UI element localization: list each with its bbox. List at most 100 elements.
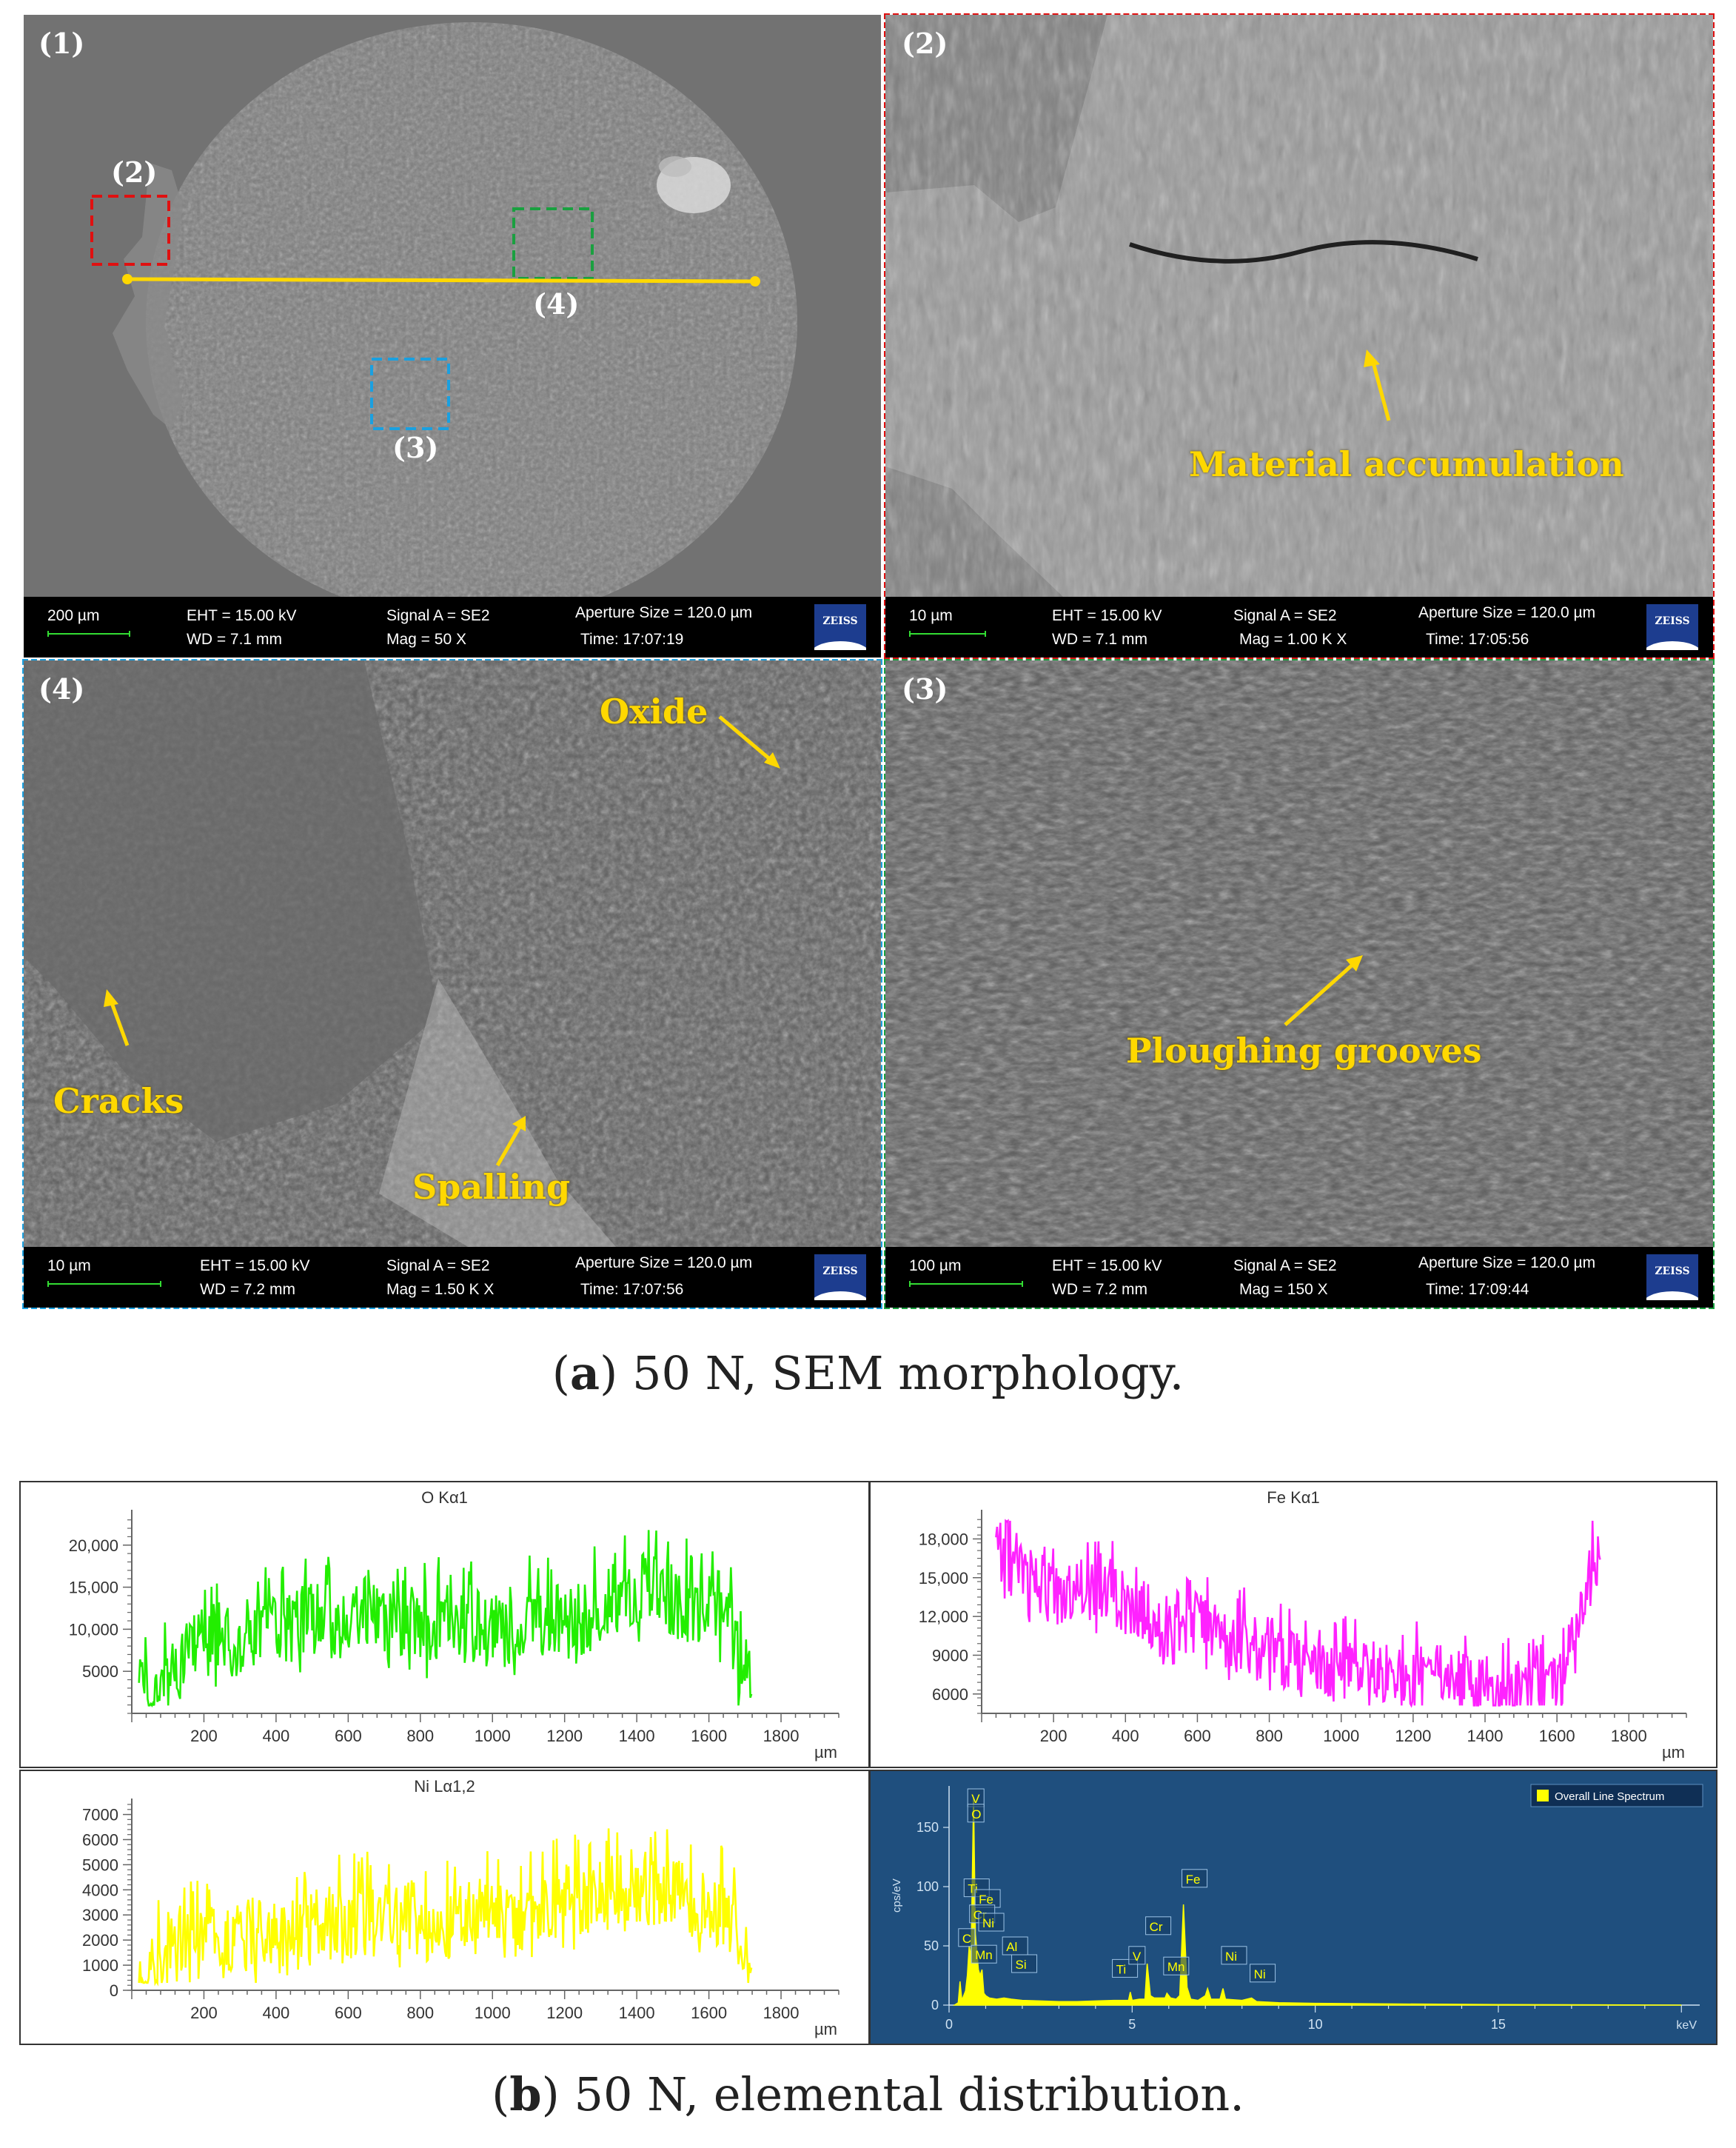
y-tick-label: 3000 (82, 1906, 118, 1924)
scan-end-point (750, 276, 760, 287)
caption-b-letter: b (509, 2067, 542, 2121)
sem-panel-1: (1) (2) (4) (3) 200 µm EHT = 15.00 kV WD… (24, 15, 881, 658)
sem-panel-3-overlay (1284, 955, 1363, 1026)
signal-text: Signal A = SE2 (1233, 1257, 1337, 1274)
region-label-4: (4) (533, 287, 580, 321)
sem-panel-2-overlay (1364, 349, 1391, 421)
annotation-material-accumulation: Material accumulation (1189, 444, 1624, 484)
eht-text: EHT = 15.00 kV (200, 1257, 310, 1274)
svg-text:Al: Al (1006, 1940, 1017, 1954)
x-tick-label: 1800 (763, 2004, 800, 2022)
svg-text:Si: Si (1016, 1958, 1027, 1972)
peak-label: V (967, 1788, 985, 1807)
y-tick-label: 2000 (82, 1931, 118, 1950)
caption-a-letter: a (569, 1346, 600, 1400)
peak-label: Fe (1182, 1869, 1208, 1888)
sem-info-bar-1: 200 µm EHT = 15.00 kV WD = 7.1 mm Signal… (24, 597, 881, 658)
x-tick-label: 0 (945, 2017, 953, 2032)
caption-a-text: 50 N, SEM morphology. (617, 1346, 1184, 1400)
x-tick-label: 1600 (691, 2004, 727, 2022)
svg-text:Mn: Mn (975, 1948, 993, 1962)
svg-text:Ni: Ni (1225, 1950, 1237, 1964)
series-line (995, 1519, 1601, 1708)
x-tick-label: 800 (1256, 1727, 1283, 1745)
time-text: Time: 17:09:44 (1426, 1281, 1529, 1298)
svg-text:Ni: Ni (1254, 1967, 1266, 1981)
x-tick-label: 15 (1491, 2017, 1506, 2032)
sem-info-bar-3: 100 µm EHT = 15.00 kV WD = 7.2 mm Signal… (885, 1247, 1713, 1308)
x-axis-label: keV (1676, 2019, 1697, 2032)
x-tick-label: 1400 (1467, 1727, 1504, 1745)
sem-image-3 (885, 660, 1713, 1247)
peak-label: Si (1011, 1954, 1038, 1973)
signal-text: Signal A = SE2 (1233, 607, 1337, 624)
time-text: Time: 17:05:56 (1426, 631, 1529, 648)
peak-label: Ni (1221, 1946, 1247, 1965)
chart-fe-ka1: Fe Kα1 200 400 600 800 1000 1200 1400 1600 1800 60… (869, 1481, 1717, 1768)
wd-text: WD = 7.1 mm (187, 631, 282, 648)
wd-text: WD = 7.2 mm (200, 1281, 295, 1298)
y-tick-label: 1000 (82, 1956, 118, 1975)
y-tick-label: 100 (916, 1879, 939, 1894)
x-axis-label: µm (814, 1743, 837, 1761)
x-tick-label: 600 (335, 1727, 362, 1745)
caption-a: (a) 50 N, SEM morphology. (552, 1346, 1184, 1400)
peak-label: O (967, 1804, 985, 1823)
signal-text: Signal A = SE2 (386, 607, 490, 624)
y-tick-label: 5000 (82, 1856, 118, 1874)
x-tick-label: 800 (406, 2004, 434, 2022)
peak-label: V (1128, 1946, 1146, 1965)
x-tick-label: 1200 (1395, 1727, 1431, 1745)
svg-text:Cr: Cr (1150, 1920, 1163, 1934)
x-tick-label: 5 (1128, 2017, 1136, 2032)
y-tick-label: 150 (916, 1820, 939, 1835)
peak-label: C (958, 1928, 976, 1947)
aperture-text: Aperture Size = 120.0 µm (575, 604, 753, 621)
x-tick-label: 1800 (763, 1727, 800, 1745)
peak-label: Ni (978, 1913, 1005, 1932)
x-tick-label: 1200 (546, 1727, 583, 1745)
sem-panel-4-overlay (104, 715, 780, 1167)
chart-o-svg: O Kα1 200 400 600 800 1000 1200 1400 1600 1800 500… (69, 1488, 839, 1761)
x-tick-label: 1400 (619, 1727, 655, 1745)
peak-label: Ti (1112, 1958, 1139, 1978)
y-tick-label: 4000 (82, 1881, 118, 1899)
y-tick-label: 15,000 (69, 1579, 118, 1597)
aperture-text: Aperture Size = 120.0 µm (1418, 604, 1596, 621)
panel-4-label: (4) (38, 672, 85, 706)
arrow-spalling (495, 1125, 522, 1167)
y-tick-label: 0 (110, 1981, 118, 2000)
eht-text: EHT = 15.00 kV (1052, 1257, 1162, 1274)
arrow-oxide (718, 715, 773, 762)
x-tick-label: 400 (263, 1727, 290, 1745)
annotation-ploughing-grooves: Ploughing grooves (1126, 1031, 1482, 1071)
eds-scan-line (127, 277, 756, 284)
scale-bar (47, 1281, 161, 1287)
scale-text: 100 µm (909, 1257, 962, 1274)
x-tick-label: 200 (190, 1727, 218, 1745)
sem-panel-4: (4) Oxide Cracks Spalling 10 µm EHT = 15… (22, 659, 882, 1309)
zeiss-logo: ZEISS (1646, 604, 1698, 650)
sem-image-2 (885, 15, 1713, 597)
x-axis-label: µm (1662, 1743, 1685, 1761)
aperture-text: Aperture Size = 120.0 µm (575, 1254, 753, 1271)
wd-text: WD = 7.1 mm (1052, 631, 1147, 648)
series-line (138, 1530, 753, 1708)
chart-fe-svg: Fe Kα1 200 400 600 800 1000 1200 1400 1600 1800 60… (919, 1488, 1687, 1761)
arrow-cracks (109, 1000, 130, 1046)
chart-title: O Kα1 (421, 1488, 468, 1507)
chart-title: Fe Kα1 (1267, 1488, 1319, 1507)
panel-3-label: (3) (902, 672, 948, 706)
arrow-ploughing-grooves (1284, 963, 1355, 1026)
zeiss-logo: ZEISS (814, 1254, 866, 1300)
chart-eds-spectrum: 0 5 10 15 0 50 100 150 cps/eV keV Overall Line Spe… (869, 1770, 1717, 2045)
peak-label: Cr (1145, 1916, 1172, 1935)
sem-info-bar-4: 10 µm EHT = 15.00 kV WD = 7.2 mm Signal … (24, 1247, 881, 1308)
x-tick-label: 1000 (1323, 1727, 1359, 1745)
legend-label: Overall Line Spectrum (1555, 1790, 1664, 1803)
time-text: Time: 17:07:56 (580, 1281, 684, 1298)
x-tick-label: 1000 (475, 2004, 511, 2022)
x-tick-label: 200 (1040, 1727, 1068, 1745)
caption-b: (b) 50 N, elemental distribution. (492, 2067, 1244, 2121)
y-tick-label: 7000 (82, 1806, 118, 1824)
